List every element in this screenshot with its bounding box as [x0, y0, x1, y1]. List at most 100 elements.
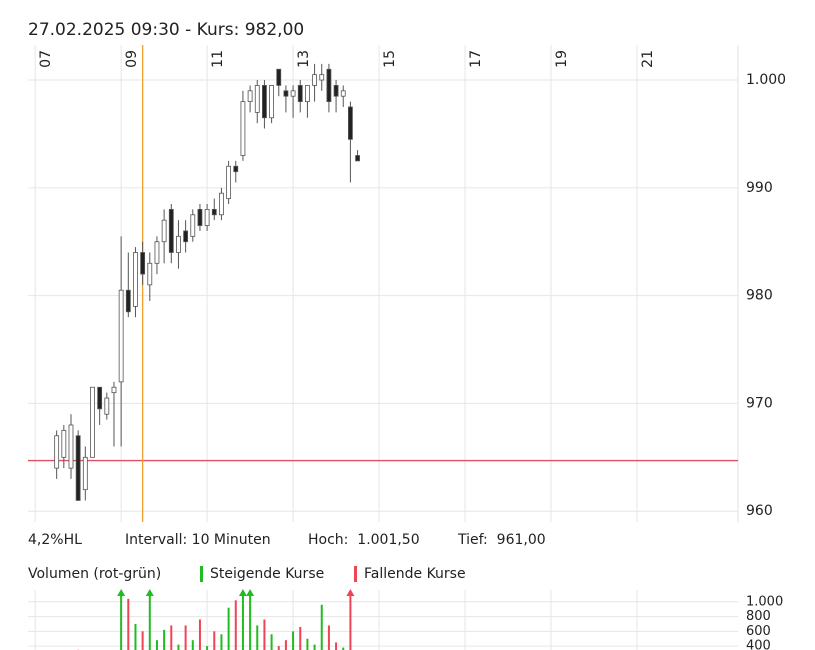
volume-overflow-arrow — [117, 589, 126, 596]
candle-body — [111, 386, 117, 394]
x-tick-label: 17 — [468, 50, 484, 68]
candle-body — [326, 68, 332, 102]
x-tick-label: 19 — [554, 50, 570, 68]
candle-body — [176, 235, 181, 253]
candle-body — [247, 90, 253, 102]
candle-body — [118, 289, 124, 383]
volume-bar — [227, 607, 230, 650]
volume-bar — [163, 629, 166, 650]
info-range: 4,2%HL — [28, 532, 82, 548]
volume-bar — [206, 646, 209, 650]
candle-body — [168, 208, 174, 253]
volume-bar — [249, 594, 252, 650]
legend-up: Steigende Kurse — [210, 566, 324, 582]
legend-swatch-down — [354, 566, 357, 582]
candle-body — [68, 424, 74, 469]
candle-body — [154, 241, 160, 264]
volume-tick-label: 800 — [746, 609, 771, 624]
y-tick-label: 960 — [746, 503, 773, 519]
candle-body — [97, 386, 103, 410]
candle-body — [140, 252, 146, 275]
candle-body — [319, 74, 325, 81]
candle-body — [54, 435, 60, 469]
volume-tick-label: 400 — [746, 639, 771, 650]
volume-bar — [292, 631, 295, 650]
volume-bar — [263, 619, 266, 650]
candle-body — [197, 208, 203, 226]
info-low: Tief: 961,00 — [457, 532, 546, 548]
volume-bar — [284, 640, 287, 650]
volume-bar — [234, 600, 237, 650]
candle-body — [276, 68, 282, 86]
volume-bar — [148, 594, 151, 650]
y-tick-label: 970 — [746, 395, 773, 411]
volume-title: Volumen (rot-grün) — [28, 566, 161, 582]
candle-body — [75, 435, 81, 501]
candle-body — [161, 219, 167, 243]
candle-body — [348, 106, 353, 140]
candle-body — [305, 85, 310, 102]
volume-bar — [184, 625, 187, 650]
volume-bar — [313, 644, 316, 650]
volume-tick-label: 1.000 — [746, 594, 783, 609]
volume-bar — [127, 598, 130, 650]
candle-body — [233, 165, 239, 173]
candle-body — [254, 85, 260, 113]
candle-body — [355, 155, 360, 162]
candle-body — [262, 85, 267, 119]
candle-body — [125, 289, 131, 313]
x-tick-label: 11 — [210, 50, 226, 68]
volume-bar — [170, 625, 173, 650]
volume-bar — [191, 640, 194, 650]
candle-body — [61, 429, 67, 458]
chart-title: 27.02.2025 09:30 - Kurs: 982,00 — [28, 20, 304, 40]
volume-bar — [213, 631, 216, 650]
candle-body — [147, 262, 153, 286]
legend-swatch-up — [200, 566, 203, 582]
x-tick-label: 07 — [38, 50, 54, 68]
volume-bar — [342, 647, 345, 650]
volume-bar — [256, 625, 259, 650]
x-tick-label: 13 — [296, 50, 312, 68]
volume-bar — [120, 594, 123, 650]
candle-body — [219, 192, 224, 216]
candle-body — [312, 74, 317, 86]
candle-body — [82, 456, 88, 491]
candle-body — [297, 85, 303, 102]
candle-body — [190, 214, 196, 237]
x-tick-label: 21 — [640, 50, 656, 68]
y-tick-label: 990 — [746, 180, 773, 196]
volume-bar — [335, 642, 338, 650]
volume-bar — [177, 644, 180, 650]
volume-bar — [141, 631, 144, 650]
volume-bar — [320, 604, 323, 650]
info-interval: Intervall: 10 Minuten — [125, 532, 271, 548]
volume-bar — [270, 634, 273, 650]
volume-overflow-arrow — [246, 589, 255, 596]
candle-body — [226, 165, 232, 200]
x-tick-label: 09 — [124, 50, 140, 68]
y-tick-label: 980 — [746, 288, 773, 304]
volume-overflow-arrow — [145, 589, 154, 596]
candle-body — [240, 101, 246, 156]
volume-bar — [220, 634, 223, 650]
candle-body — [290, 90, 296, 97]
x-tick-label: 15 — [382, 50, 398, 68]
volume-bar — [155, 640, 158, 650]
candle-body — [183, 230, 189, 243]
candle-body — [333, 85, 339, 97]
candle-body — [269, 85, 274, 119]
y-tick-label: 1.000 — [746, 72, 786, 88]
volume-bar — [277, 646, 280, 650]
candle-body — [90, 386, 95, 458]
candle-body — [283, 90, 289, 97]
volume-bar — [306, 638, 309, 650]
candle-body — [211, 208, 217, 216]
volume-overflow-arrow — [346, 589, 355, 596]
candle-body — [204, 208, 210, 226]
legend-down: Fallende Kurse — [364, 566, 466, 582]
volume-bar — [349, 594, 352, 650]
volume-bar — [241, 594, 244, 650]
info-high: Hoch: 1.001,50 — [308, 532, 420, 548]
